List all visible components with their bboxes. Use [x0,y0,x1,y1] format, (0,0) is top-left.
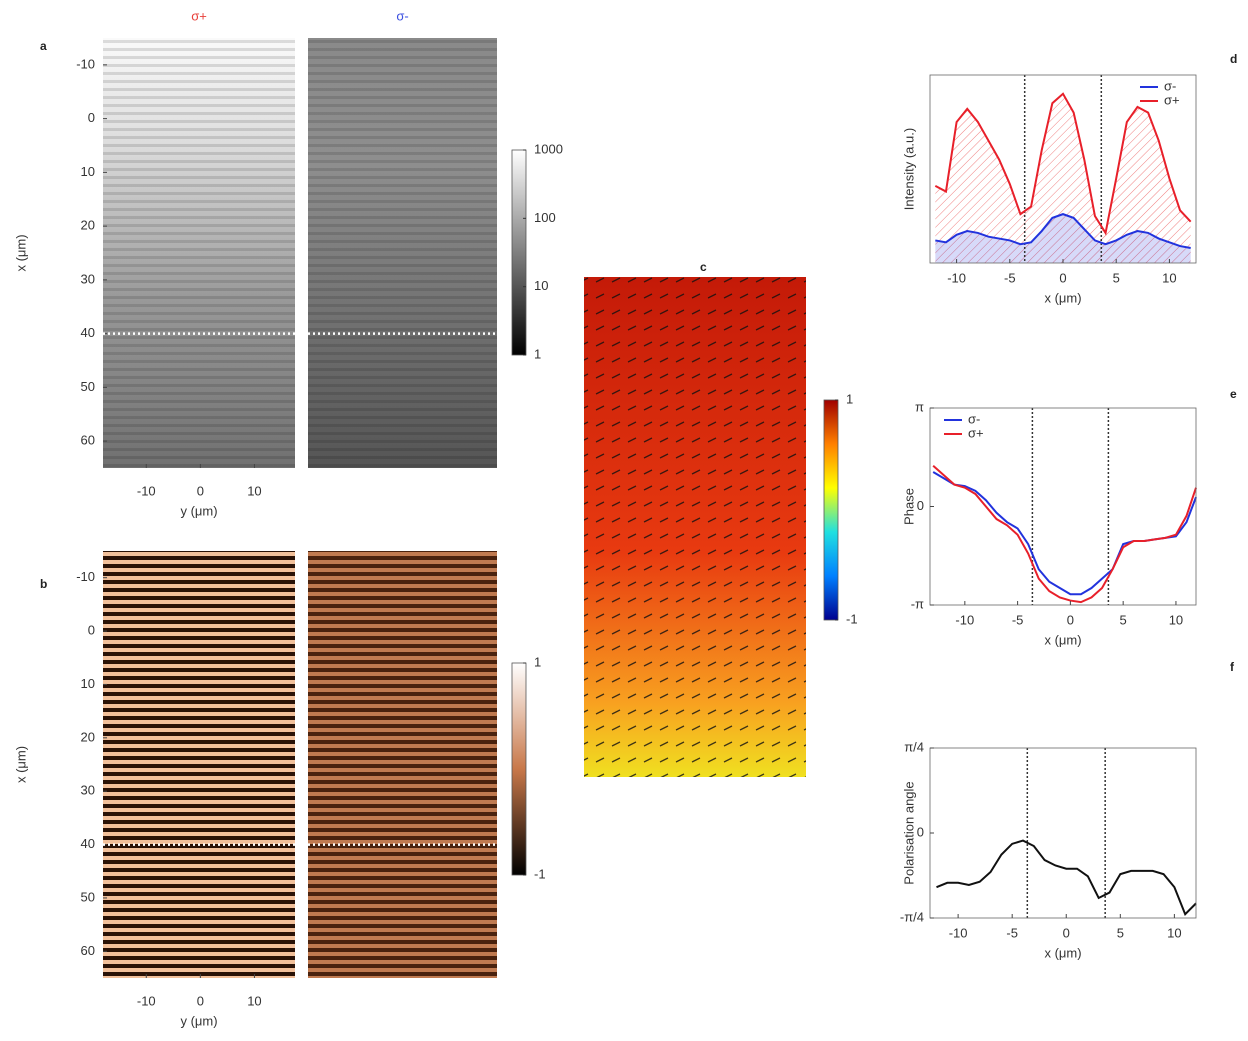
y-tick-label: 0 [917,824,924,839]
panel-title: σ- [396,8,408,23]
y-tick-label: -π/4 [900,909,924,924]
series-area [935,214,1191,263]
x-tick-label: 5 [1120,612,1127,627]
legend-label: σ+ [968,425,984,440]
image-texture [103,38,295,468]
colorbar-tick-label: 1 [534,346,541,361]
x-tick-label: -10 [137,993,156,1008]
colorbar [511,662,527,876]
x-axis-label: y (μm) [180,1013,217,1028]
y-tick-label: 20 [81,729,95,744]
x-tick-label: -10 [955,612,974,627]
y-tick-label: 30 [81,783,95,798]
y-tick-label: π [915,399,924,414]
image-panels [103,38,806,978]
x-tick-label: 0 [197,993,204,1008]
series-line [935,213,1191,249]
x-tick-label: 5 [1117,925,1124,940]
x-tick-label: 10 [247,483,261,498]
x-tick-label: -5 [1012,612,1024,627]
image-texture [308,38,497,468]
legend-label: σ- [1164,78,1176,93]
y-tick-label: 40 [81,325,95,340]
x-tick-label: 10 [1162,270,1176,285]
panel-label: b [40,577,47,591]
y-tick-label: -10 [76,56,95,71]
legend-label: σ- [968,411,980,426]
colorbar-tick-label: 1 [534,654,541,669]
colorbar-tick-label: 100 [534,210,556,225]
series-area [935,93,1191,263]
series-line [936,839,1197,916]
x-tick-label: 0 [197,483,204,498]
x-tick-label: 10 [247,993,261,1008]
y-tick-label: 30 [81,271,95,286]
colorbar-tick-label: 1000 [534,141,563,156]
y-tick-label: 0 [88,623,95,638]
panel-label: e [1230,387,1237,401]
panel-label: c [700,260,707,274]
y-axis-label: x (μm) [13,746,28,783]
colorbar-tick-label: 10 [534,278,548,293]
plot-frame [929,747,1197,919]
y-tick-label: 0 [917,498,924,513]
y-tick-label: -π [911,596,924,611]
y-tick-label: 50 [81,889,95,904]
x-tick-label: -10 [137,483,156,498]
y-tick-label: 10 [81,676,95,691]
x-tick-label: 10 [1167,925,1181,940]
x-tick-label: 0 [1063,925,1070,940]
legend-label: σ+ [1164,92,1180,107]
x-axis-label: y (μm) [180,503,217,518]
colorbar [823,399,839,621]
panel-label: a [40,39,47,53]
y-axis-label: Intensity (a.u.) [901,128,916,210]
panel-label: d [1230,52,1237,66]
image-panel [103,551,295,978]
colorbar-tick-label: -1 [534,866,546,881]
vector-arrows [584,277,806,777]
y-tick-label: 10 [81,164,95,179]
y-tick-label: π/4 [904,739,924,754]
y-tick-label: 50 [81,379,95,394]
image-panel [308,551,497,978]
y-axis-label: x (μm) [13,234,28,271]
x-axis-label: x (μm) [1044,945,1081,960]
series-line [934,92,1192,236]
panel-label: f [1230,660,1235,674]
x-tick-label: -10 [947,270,966,285]
y-tick-label: 60 [81,433,95,448]
series-line [932,471,1197,596]
x-tick-label: 10 [1169,612,1183,627]
colorbar [511,149,527,356]
x-axis-label: x (μm) [1044,290,1081,305]
y-tick-label: 60 [81,943,95,958]
colorbar-tick-label: -1 [846,611,858,626]
x-tick-label: 0 [1067,612,1074,627]
x-tick-label: -5 [1004,270,1016,285]
y-tick-label: 0 [88,110,95,125]
x-tick-label: 0 [1059,270,1066,285]
x-tick-label: -5 [1006,925,1018,940]
x-tick-label: -10 [949,925,968,940]
colorbar-tick-label: 1 [846,391,853,406]
panel-title: σ+ [191,8,207,23]
y-axis-label: Phase [901,488,916,525]
x-axis-label: x (μm) [1044,632,1081,647]
y-tick-label: 40 [81,836,95,851]
y-tick-label: -10 [76,569,95,584]
x-tick-label: 5 [1113,270,1120,285]
y-axis-label: Polarisation angle [901,781,916,884]
y-tick-label: 20 [81,218,95,233]
series-line [932,464,1197,604]
